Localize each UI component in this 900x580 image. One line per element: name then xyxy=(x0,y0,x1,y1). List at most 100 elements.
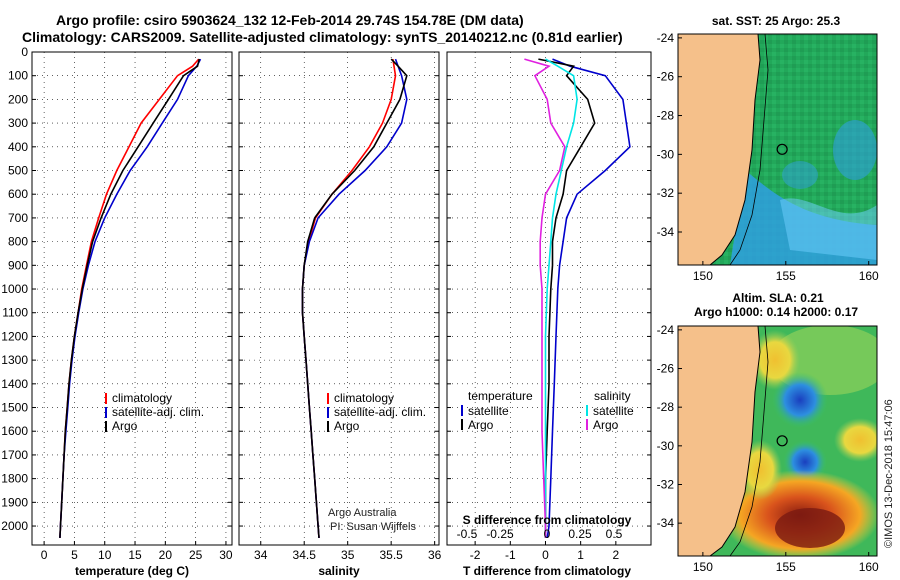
depth-tick-label: 1900 xyxy=(1,495,28,509)
temperature-xlabel: temperature (deg C) xyxy=(75,564,189,578)
depth-tick-label: 200 xyxy=(8,92,28,106)
diff-xtick-label: 0 xyxy=(542,548,549,562)
map-xtick-label: 160 xyxy=(859,269,879,283)
map-ytick-label: -34 xyxy=(657,225,675,239)
map-ytick-label: -24 xyxy=(657,323,675,337)
diff-s-tick-label: -0.5 xyxy=(457,527,478,541)
depth-tick-labels: 0 100 200 300 400 500 600 700 800 900 1000 1100 1200… xyxy=(1,45,28,533)
temp-xtick-label: 0 xyxy=(41,548,48,562)
temp-legend-label: satellite-adj. clim. xyxy=(112,405,204,419)
sst-coastline xyxy=(709,34,761,265)
diff-line-satellite xyxy=(546,58,631,539)
sla-yellow-eddy-2 xyxy=(834,418,877,462)
diff-line-satellite xyxy=(544,58,578,538)
depth-tick-label: 1000 xyxy=(1,282,28,296)
depth-tick-label: 1400 xyxy=(1,377,28,391)
map-ytick-label: -34 xyxy=(657,516,675,530)
map-ytick-label: -26 xyxy=(657,362,675,376)
figure-title-line1: Argo profile: csiro 5903624_132 12-Feb-2… xyxy=(56,12,524,28)
diff-xtick-label: -1 xyxy=(505,548,516,562)
diff-legend-label: satellite xyxy=(468,404,509,418)
diff-s-tick-label: 0.25 xyxy=(568,527,592,541)
diff-xtick-label: 2 xyxy=(612,548,619,562)
sla-map-frame xyxy=(677,325,878,557)
temp-line-argo xyxy=(59,58,201,538)
temp-xtick-label: 20 xyxy=(159,548,173,562)
sst-map-panel: sat. SST: 25 Argo: 25.3 150 155 160 -24 -26 -… xyxy=(657,14,879,283)
sal-xtick-label: 34 xyxy=(254,548,268,562)
diff-xtick-label: -2 xyxy=(470,548,481,562)
depth-tick-label: 800 xyxy=(8,235,28,249)
sal-series xyxy=(301,58,408,538)
diff-s-tick-label: 0 xyxy=(544,527,551,541)
depth-tick-label: 500 xyxy=(8,164,28,178)
depth-tick-label: 1300 xyxy=(1,353,28,367)
diff-legend-label: Argo xyxy=(468,418,494,432)
map-ytick-label: -30 xyxy=(657,147,675,161)
salinity-panel: 34 34.5 35 35.5 36 climatologysatellite-adj. … xyxy=(238,51,442,562)
sla-map-title2: Argo h1000: 0.14 h2000: 0.17 xyxy=(694,305,858,319)
sst-cool-region-2 xyxy=(780,198,877,260)
depth-tick-label: 400 xyxy=(8,140,28,154)
depth-tick-label: 900 xyxy=(8,258,28,272)
difference-xlabel: T difference from climatology xyxy=(463,564,631,578)
diff-frame xyxy=(446,51,652,546)
difference-s-xlabel: S difference from climatology xyxy=(463,513,632,527)
sla-land xyxy=(678,326,760,556)
sal-xtick-label: 36 xyxy=(428,548,442,562)
diff-s-tick-label: 0.5 xyxy=(606,527,623,541)
sal-xtick-label: 35 xyxy=(341,548,355,562)
depth-tick-label: 600 xyxy=(8,187,28,201)
sal-legend-label: Argo xyxy=(334,419,360,433)
temp-xtick-label: 15 xyxy=(128,548,142,562)
sal-frame xyxy=(238,51,440,546)
depth-tick-label: 1200 xyxy=(1,329,28,343)
figure-title-line2: Climatology: CARS2009. Satellite-adjuste… xyxy=(22,29,623,45)
sst-map-title: sat. SST: 25 Argo: 25.3 xyxy=(712,14,841,28)
temp-legend-label: climatology xyxy=(112,391,172,405)
map-xtick-label: 150 xyxy=(693,269,713,283)
map-ytick-label: -32 xyxy=(657,186,675,200)
diff-line-argo xyxy=(538,58,596,538)
temp-xtick-label: 5 xyxy=(71,548,78,562)
depth-tick-label: 1700 xyxy=(1,448,28,462)
diff-legend-label: satellite xyxy=(593,404,634,418)
sal-xtick-label: 34.5 xyxy=(293,548,317,562)
depth-tick-label: 300 xyxy=(8,116,28,130)
sal-line-climatology xyxy=(301,58,397,538)
map-xtick-label: 150 xyxy=(693,560,713,574)
map-ytick-label: -28 xyxy=(657,109,675,123)
temp-series xyxy=(59,58,202,538)
temp-xtick-label: 30 xyxy=(219,548,233,562)
sla-map-panel: Altim. SLA: 0.21 Argo h1000: 0.14 h2000:… xyxy=(657,291,879,574)
imos-credit: ©IMOS 13-Dec-2018 15:47:06 xyxy=(883,399,895,548)
credit-line2: PI: Susan Wijffels xyxy=(330,521,416,533)
diff-legend-temperature-title: temperature xyxy=(468,389,533,403)
map-xtick-label: 160 xyxy=(859,560,879,574)
sla-coastline xyxy=(709,326,761,556)
map-ytick-label: -28 xyxy=(657,400,675,414)
map-ytick-label: -24 xyxy=(657,31,675,45)
diff-line-argo xyxy=(524,58,566,538)
depth-tick-label: 1100 xyxy=(2,306,28,320)
sst-cool-patch-2 xyxy=(782,161,818,189)
diff-legend-salinity-title: salinity xyxy=(594,389,631,403)
map-xtick-label: 155 xyxy=(776,269,796,283)
temp-legend-label: Argo xyxy=(112,419,138,433)
sla-map-ticks: 150 155 160 -24 -26 -28 -30 -32 -34 xyxy=(657,323,879,574)
diff-legend-label: Argo xyxy=(593,418,619,432)
sal-legend-label: satellite-adj. clim. xyxy=(334,405,426,419)
depth-tick-label: 1600 xyxy=(1,424,28,438)
sla-profile-marker xyxy=(776,435,788,447)
map-ytick-label: -32 xyxy=(657,477,675,491)
depth-tick-label: 2000 xyxy=(1,519,28,533)
sal-xtick-label: 35.5 xyxy=(379,548,403,562)
temp-frame xyxy=(31,51,233,546)
sal-line-argo xyxy=(301,58,408,538)
diff-series xyxy=(524,58,631,539)
credit-line1: Argo Australia xyxy=(328,507,397,519)
diff-s-tick-label: -0.25 xyxy=(486,527,514,541)
depth-tick-label: 1500 xyxy=(1,401,28,415)
